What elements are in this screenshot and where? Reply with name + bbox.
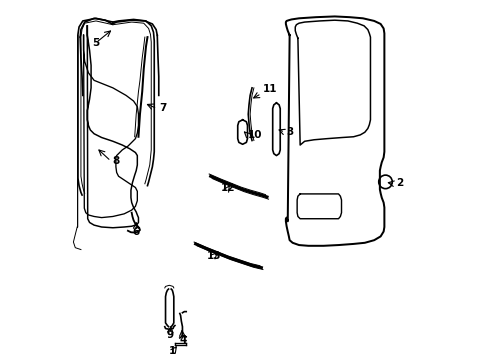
Text: 13: 13	[206, 251, 221, 261]
Text: 8: 8	[112, 156, 119, 166]
Text: 2: 2	[395, 179, 402, 188]
Text: 11: 11	[262, 84, 277, 94]
Text: 6: 6	[132, 227, 140, 237]
Text: 7: 7	[159, 103, 166, 113]
Text: 9: 9	[166, 330, 173, 340]
Text: 4: 4	[180, 335, 187, 345]
Text: 10: 10	[248, 130, 262, 140]
Text: 12: 12	[221, 183, 235, 193]
Text: 5: 5	[92, 38, 99, 48]
Text: 1: 1	[169, 346, 176, 356]
Text: 3: 3	[286, 127, 293, 137]
